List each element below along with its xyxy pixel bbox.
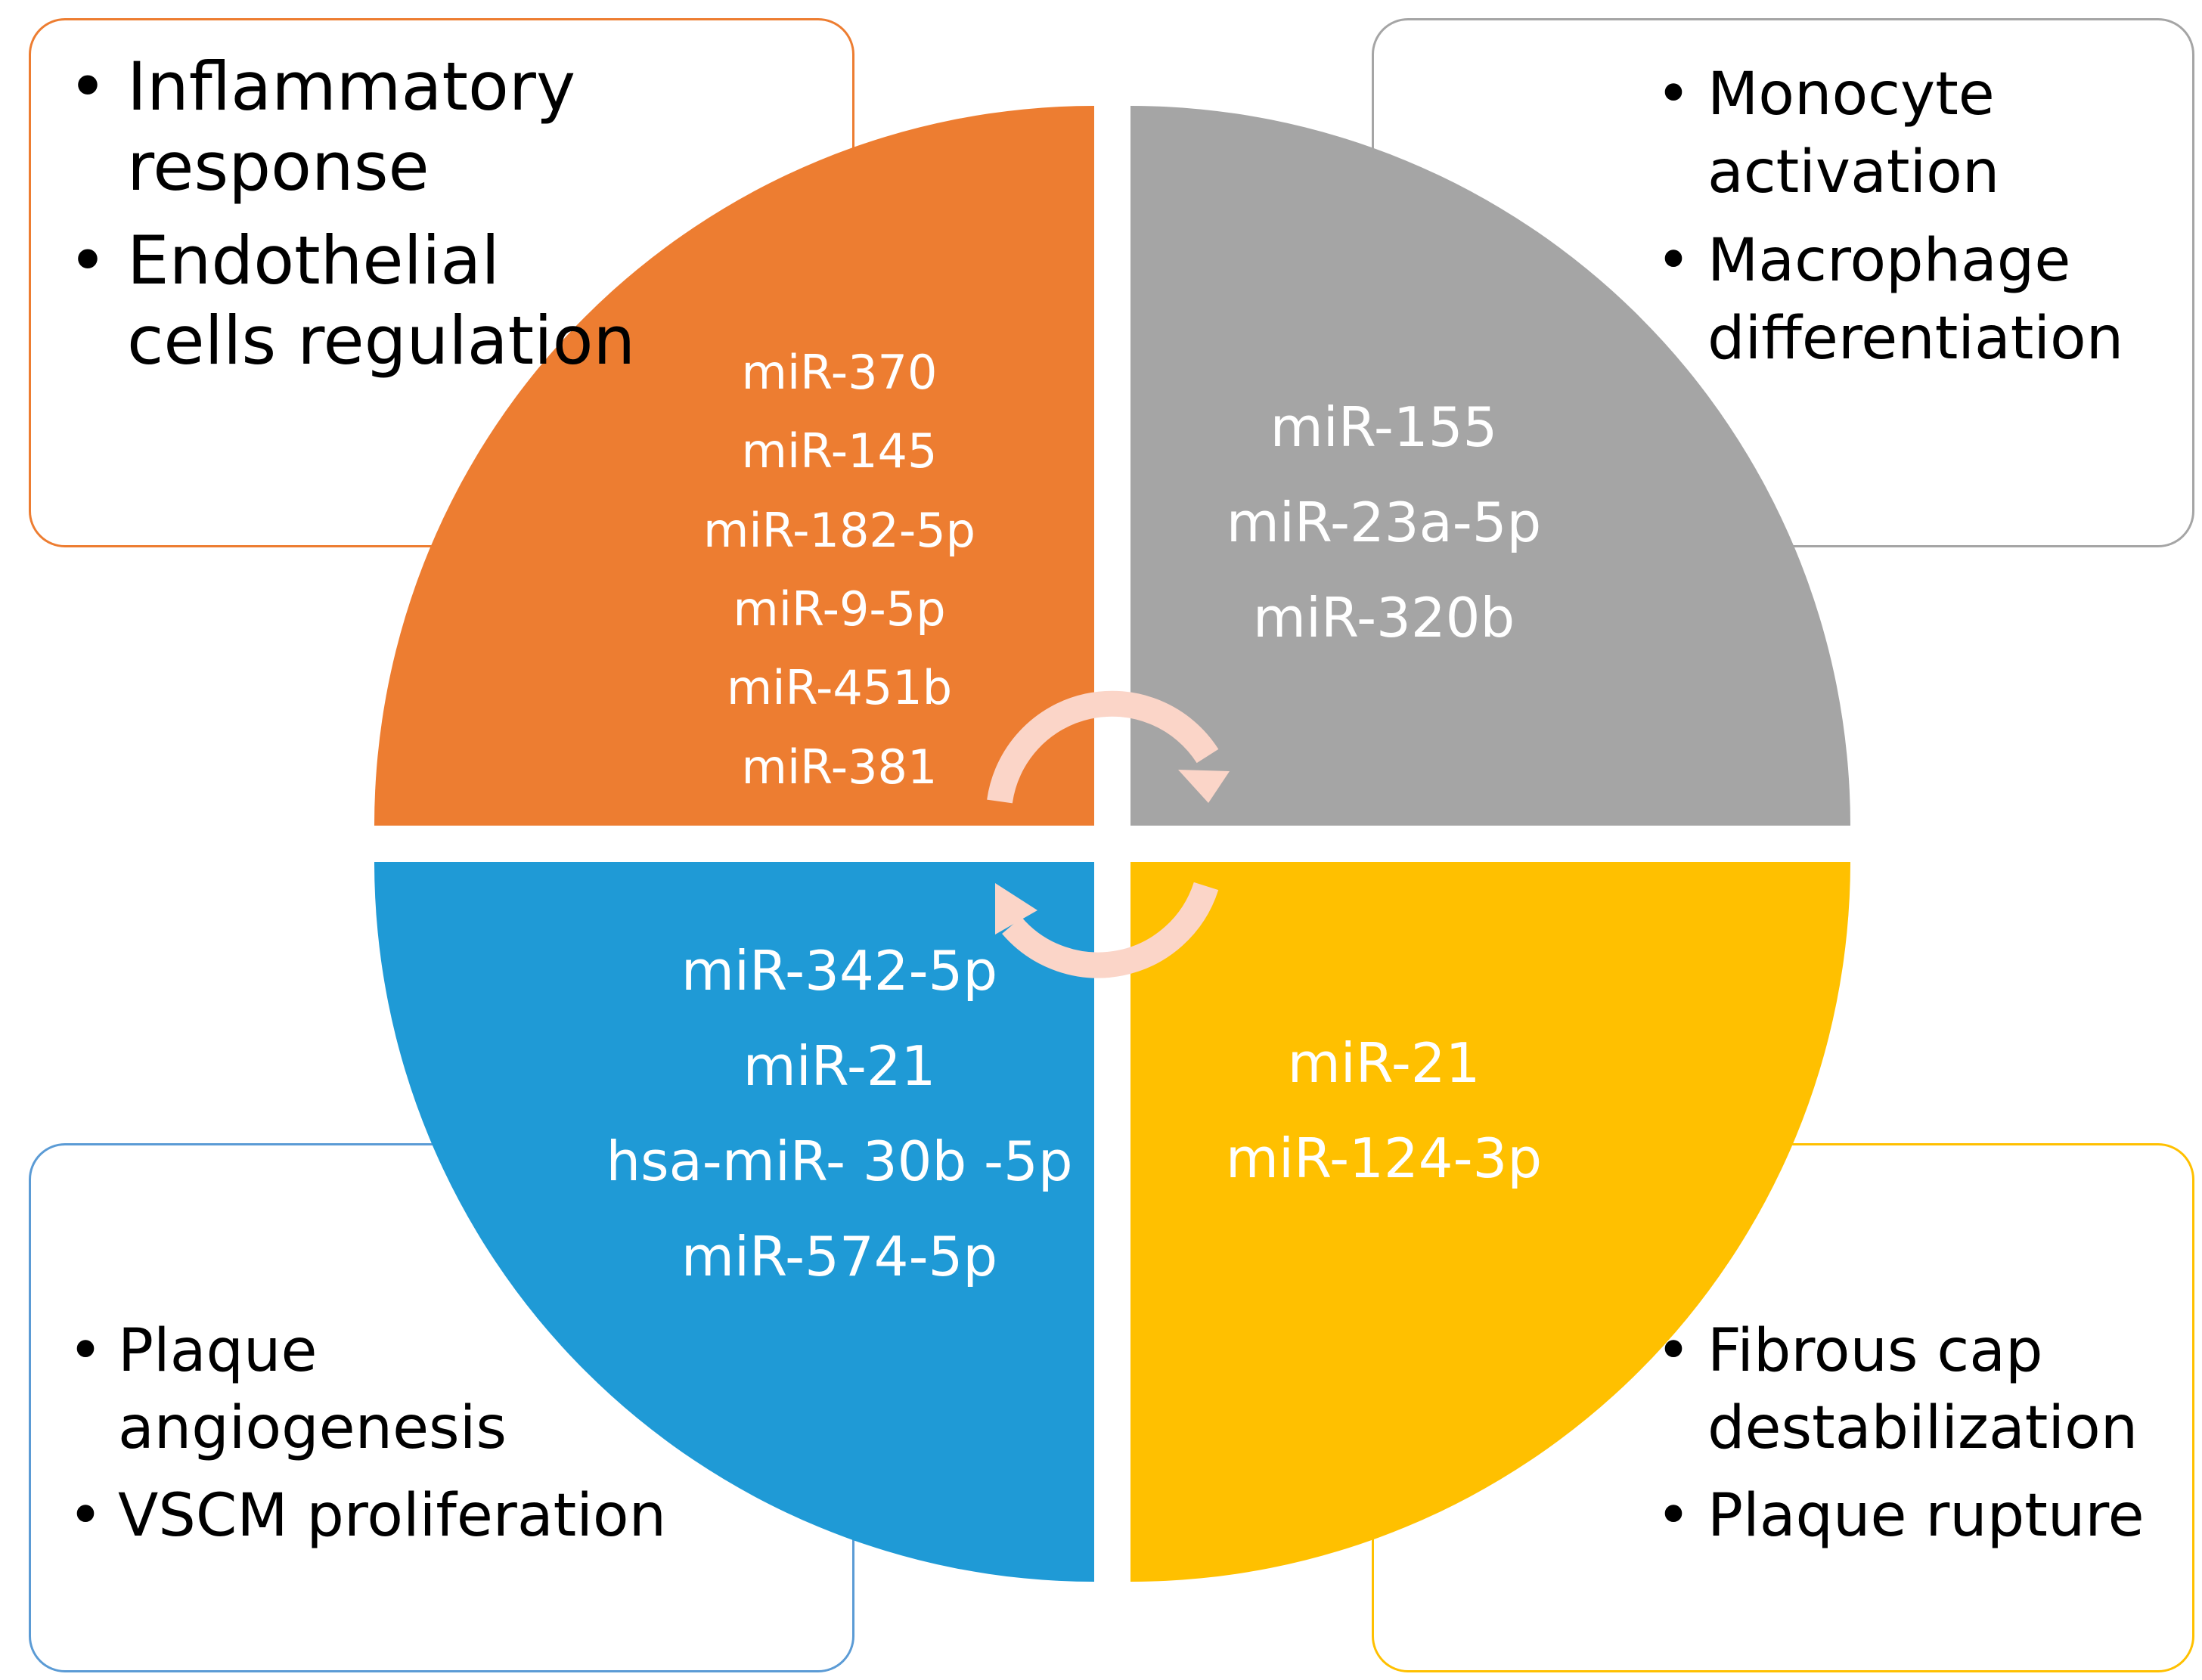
- cycle-arrow-top-icon: [987, 690, 1230, 804]
- mirna-label: miR-21: [1288, 1031, 1481, 1095]
- mirna-label: miR-21: [743, 1034, 936, 1098]
- function-list-top-right: Monocyte activation Macrophage different…: [1656, 56, 2185, 389]
- mirna-list-top-left: miR-370 miR-145 miR-182-5p miR-9-5p miR-…: [703, 345, 975, 795]
- function-list-top-left: Inflammatory response Endothelial cells …: [68, 47, 658, 395]
- function-item: Monocyte activation: [1656, 56, 2185, 212]
- mirna-list-bottom-left: miR-342-5p miR-21 hsa-miR- 30b -5p miR-5…: [606, 939, 1072, 1288]
- function-item: VSCM proliferation: [68, 1477, 673, 1554]
- quadrant-top-left: [374, 106, 1094, 826]
- function-item: Plaque angiogenesis: [68, 1313, 673, 1467]
- mirna-label: miR-23a-5p: [1227, 491, 1541, 554]
- function-item: Endothelial cells regulation: [68, 221, 658, 381]
- mirna-label: hsa-miR- 30b -5p: [606, 1130, 1072, 1193]
- function-item: Macrophage differentiation: [1656, 222, 2185, 378]
- quadrant-bottom-right: [1130, 862, 1850, 1582]
- mirna-label: miR-381: [742, 739, 938, 795]
- mirna-label: miR-182-5p: [703, 503, 975, 558]
- mirna-label: miR-342-5p: [681, 939, 997, 1003]
- mirna-label: miR-145: [742, 423, 938, 479]
- mirna-label: miR-155: [1270, 395, 1498, 459]
- mirna-label: miR-9-5p: [733, 581, 945, 637]
- mirna-list-bottom-right: miR-21 miR-124-3p: [1226, 1031, 1542, 1190]
- mirna-label: miR-574-5p: [681, 1225, 997, 1288]
- function-item: Plaque rupture: [1656, 1477, 2185, 1554]
- cycle-arrow-bottom-icon: [995, 882, 1219, 978]
- function-item: Inflammatory response: [68, 47, 658, 207]
- function-list-bottom-left: Plaque angiogenesis VSCM proliferation: [68, 1313, 673, 1565]
- mirna-label: miR-320b: [1253, 586, 1515, 649]
- function-list-bottom-right: Fibrous cap destabilization Plaque ruptu…: [1656, 1313, 2185, 1565]
- mirna-list-top-right: miR-155 miR-23a-5p miR-320b: [1227, 395, 1541, 649]
- mirna-label: miR-451b: [727, 660, 952, 715]
- quadrant-top-right: [1130, 106, 1850, 826]
- mirna-label: miR-370: [742, 345, 938, 400]
- mirna-label: miR-124-3p: [1226, 1127, 1542, 1190]
- quadrant-bottom-left: [374, 862, 1094, 1582]
- function-item: Fibrous cap destabilization: [1656, 1313, 2185, 1467]
